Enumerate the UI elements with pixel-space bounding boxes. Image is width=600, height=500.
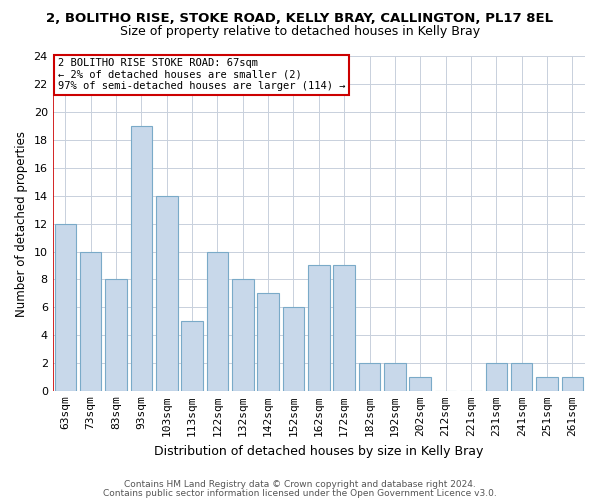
Text: 2 BOLITHO RISE STOKE ROAD: 67sqm
← 2% of detached houses are smaller (2)
97% of : 2 BOLITHO RISE STOKE ROAD: 67sqm ← 2% of… <box>58 58 346 92</box>
Bar <box>359 363 380 391</box>
Bar <box>232 280 254 391</box>
Bar <box>80 252 101 391</box>
Bar <box>156 196 178 391</box>
Text: Size of property relative to detached houses in Kelly Bray: Size of property relative to detached ho… <box>120 25 480 38</box>
Bar <box>536 377 558 391</box>
Bar <box>334 266 355 391</box>
Text: Contains public sector information licensed under the Open Government Licence v3: Contains public sector information licen… <box>103 488 497 498</box>
Bar <box>131 126 152 391</box>
Bar <box>55 224 76 391</box>
Bar <box>105 280 127 391</box>
Bar <box>257 294 279 391</box>
Bar <box>181 321 203 391</box>
Bar <box>384 363 406 391</box>
Text: Contains HM Land Registry data © Crown copyright and database right 2024.: Contains HM Land Registry data © Crown c… <box>124 480 476 489</box>
Bar <box>206 252 228 391</box>
Bar <box>562 377 583 391</box>
Bar <box>409 377 431 391</box>
Text: 2, BOLITHO RISE, STOKE ROAD, KELLY BRAY, CALLINGTON, PL17 8EL: 2, BOLITHO RISE, STOKE ROAD, KELLY BRAY,… <box>46 12 554 26</box>
Bar <box>308 266 329 391</box>
Bar <box>485 363 507 391</box>
X-axis label: Distribution of detached houses by size in Kelly Bray: Distribution of detached houses by size … <box>154 444 484 458</box>
Y-axis label: Number of detached properties: Number of detached properties <box>15 130 28 316</box>
Bar <box>511 363 532 391</box>
Bar <box>283 307 304 391</box>
